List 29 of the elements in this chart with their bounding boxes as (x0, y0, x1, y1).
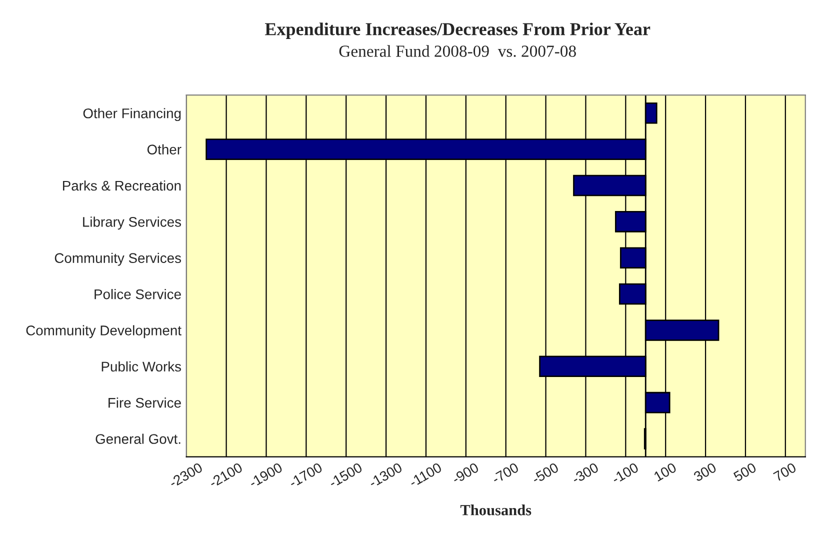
y-tick-label: Public Works (102, 361, 182, 372)
x-tick-label: 700 (772, 462, 797, 482)
y-tick-label: Other Financing (83, 108, 181, 122)
y-tick-label: Community Development (26, 325, 182, 338)
y-tick-label: Parks & Recreation (63, 180, 181, 191)
x-tick-label: -2100 (208, 462, 244, 488)
y-tick-label: Library Services (83, 216, 182, 230)
chart-title: Expenditure Increases/Decreases From Prior Year (264, 22, 650, 39)
x-axis-title: Thousands (460, 504, 532, 516)
x-tick-label: -100 (611, 462, 640, 484)
y-tick-label: Community Services (54, 252, 182, 266)
x-tick-label: 300 (692, 462, 717, 482)
x-tick-label: -500 (531, 462, 560, 484)
x-tick-label: -1100 (408, 462, 442, 488)
y-tick-label: Police Service (94, 288, 181, 300)
x-tick-label: -1900 (248, 462, 284, 488)
x-tick-label: 100 (653, 462, 678, 482)
x-tick-label: -2300 (168, 462, 204, 488)
y-tick-label: Fire Service (108, 398, 181, 408)
x-tick-label: -1300 (368, 462, 403, 488)
y-tick-label: Other (147, 144, 182, 154)
x-tick-label: -900 (451, 462, 480, 484)
x-tick-label: 500 (732, 462, 757, 482)
x-tick-label: -700 (491, 462, 520, 484)
chart-subtitle: General Fund 2008-09 vs. 2007-08 (339, 45, 576, 57)
x-tick-label: -300 (571, 462, 600, 484)
x-tick-label: -1700 (288, 462, 323, 488)
x-tick-label: -1500 (328, 462, 363, 488)
y-tick-label: General Govt. (96, 434, 180, 444)
